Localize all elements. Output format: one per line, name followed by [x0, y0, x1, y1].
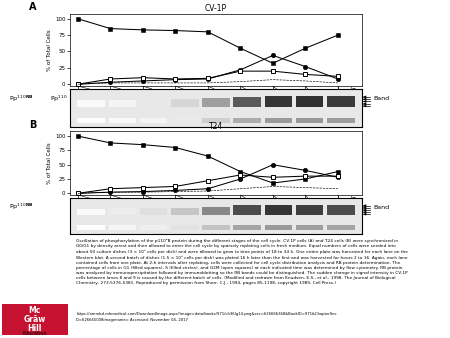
Text: Band: Band: [374, 204, 390, 210]
Bar: [327, 206, 355, 215]
Text: Pp$^{110}$$^{\mathbf{RB}}$: Pp$^{110}$$^{\mathbf{RB}}$: [9, 93, 34, 103]
Bar: [296, 205, 324, 215]
Bar: [327, 225, 355, 230]
Bar: [202, 118, 230, 123]
Text: hr: hr: [350, 196, 356, 201]
Bar: [171, 118, 198, 123]
Bar: [140, 208, 167, 215]
Bar: [202, 207, 230, 215]
Text: Pp$^{110}$: Pp$^{110}$: [50, 93, 68, 103]
Y-axis label: % of Total Cells: % of Total Cells: [47, 142, 52, 184]
Bar: [234, 225, 261, 230]
Text: Mc: Mc: [29, 306, 41, 315]
Bar: [108, 209, 136, 215]
Bar: [265, 225, 292, 230]
Bar: [77, 209, 105, 215]
Bar: [108, 225, 136, 230]
Bar: [296, 118, 324, 123]
Text: B: B: [29, 120, 36, 130]
Bar: [327, 96, 355, 107]
Title: CV-1P: CV-1P: [205, 4, 227, 13]
Text: Hill: Hill: [28, 324, 42, 333]
Bar: [265, 118, 292, 123]
Text: A: A: [29, 2, 37, 12]
Bar: [140, 100, 167, 107]
Bar: [296, 96, 324, 107]
Bar: [140, 225, 167, 230]
Text: D=626665008imagename= Accessed: November 04, 2017: D=626665008imagename= Accessed: November…: [76, 318, 189, 322]
Bar: [265, 205, 292, 215]
Bar: [171, 208, 198, 215]
Bar: [234, 206, 261, 215]
Text: Oscillation of phosphorylation of the p110ᴿB protein during the different stages: Oscillation of phosphorylation of the p1…: [76, 239, 409, 285]
Bar: [171, 99, 198, 107]
Bar: [140, 118, 167, 123]
Title: T24: T24: [209, 122, 223, 131]
Bar: [234, 97, 261, 107]
Bar: [296, 225, 324, 230]
Bar: [202, 225, 230, 230]
Bar: [108, 100, 136, 107]
Bar: [327, 118, 355, 123]
Bar: [77, 225, 105, 230]
Y-axis label: % of Total Cells: % of Total Cells: [47, 29, 52, 71]
Text: Band: Band: [374, 96, 390, 101]
Bar: [171, 225, 198, 230]
Bar: [77, 100, 105, 107]
Bar: [108, 118, 136, 123]
Text: Grāw: Grāw: [24, 315, 46, 324]
Bar: [202, 98, 230, 107]
Text: Education: Education: [22, 331, 47, 336]
Bar: [234, 118, 261, 123]
Text: hr: hr: [350, 87, 356, 92]
Bar: [265, 96, 292, 107]
Text: https://ommbd.mhmedical.com/DownloadImage.aspx?image=data/books/971/ch36lg14.png: https://ommbd.mhmedical.com/DownloadImag…: [76, 312, 337, 316]
Bar: [77, 118, 105, 123]
Text: Pp$^{110}$$^{\mathbf{RB}}$: Pp$^{110}$$^{\mathbf{RB}}$: [9, 202, 34, 212]
